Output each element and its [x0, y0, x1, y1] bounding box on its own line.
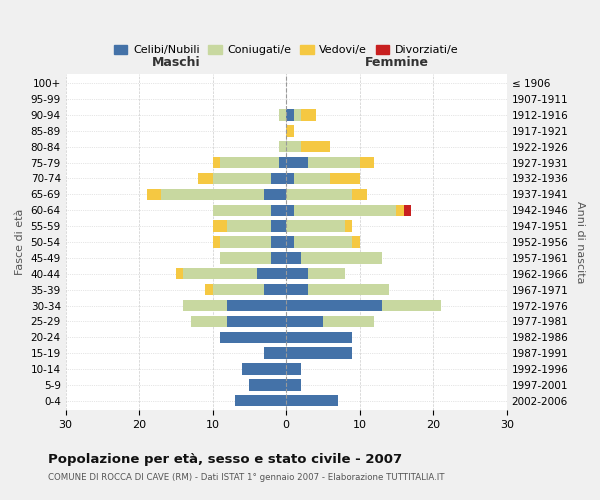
Bar [323, 316, 374, 327]
Bar [198, 173, 212, 184]
Bar [286, 395, 338, 406]
Bar [345, 220, 352, 232]
Bar [286, 316, 323, 327]
Bar [271, 220, 286, 232]
Bar [286, 364, 301, 374]
Bar [286, 379, 301, 390]
Bar [286, 110, 293, 120]
Bar [235, 395, 286, 406]
Bar [271, 204, 286, 216]
Bar [286, 220, 345, 232]
Bar [286, 300, 382, 311]
Bar [146, 188, 161, 200]
Bar [286, 173, 293, 184]
Bar [360, 157, 374, 168]
Bar [286, 125, 293, 136]
Legend: Celibi/Nubili, Coniugati/e, Vedovi/e, Divorziati/e: Celibi/Nubili, Coniugati/e, Vedovi/e, Di… [110, 40, 463, 60]
Y-axis label: Anni di nascita: Anni di nascita [575, 200, 585, 283]
Bar [301, 110, 316, 120]
Bar [308, 157, 360, 168]
Bar [404, 204, 411, 216]
Text: Popolazione per età, sesso e stato civile - 2007: Popolazione per età, sesso e stato civil… [48, 452, 402, 466]
Text: COMUNE DI ROCCA DI CAVE (RM) - Dati ISTAT 1° gennaio 2007 - Elaborazione TUTTITA: COMUNE DI ROCCA DI CAVE (RM) - Dati ISTA… [48, 472, 445, 482]
Bar [257, 268, 286, 280]
Bar [382, 300, 440, 311]
Bar [271, 252, 286, 264]
Bar [191, 316, 227, 327]
Bar [397, 204, 404, 216]
Bar [271, 173, 286, 184]
Bar [264, 188, 286, 200]
Bar [264, 348, 286, 359]
Bar [286, 252, 301, 264]
Bar [308, 268, 345, 280]
Y-axis label: Fasce di età: Fasce di età [15, 209, 25, 275]
Bar [176, 268, 183, 280]
Bar [286, 332, 352, 343]
Bar [227, 300, 286, 311]
Bar [212, 204, 271, 216]
Bar [279, 110, 286, 120]
Bar [286, 157, 308, 168]
Bar [301, 252, 382, 264]
Bar [161, 188, 264, 200]
Bar [286, 348, 352, 359]
Bar [183, 300, 227, 311]
Bar [286, 204, 293, 216]
Bar [212, 173, 271, 184]
Bar [220, 252, 271, 264]
Bar [293, 173, 331, 184]
Bar [212, 157, 220, 168]
Bar [293, 204, 397, 216]
Bar [183, 268, 257, 280]
Bar [220, 236, 271, 248]
Bar [250, 379, 286, 390]
Bar [212, 236, 220, 248]
Bar [264, 284, 286, 296]
Bar [352, 188, 367, 200]
Bar [220, 332, 286, 343]
Bar [286, 236, 293, 248]
Bar [220, 157, 279, 168]
Bar [212, 220, 227, 232]
Bar [352, 236, 360, 248]
Bar [301, 141, 331, 152]
Bar [279, 157, 286, 168]
Bar [242, 364, 286, 374]
Text: Femmine: Femmine [364, 56, 428, 69]
Bar [279, 141, 286, 152]
Bar [286, 268, 308, 280]
Bar [205, 284, 212, 296]
Bar [271, 236, 286, 248]
Bar [331, 173, 360, 184]
Bar [286, 141, 301, 152]
Text: Maschi: Maschi [152, 56, 200, 69]
Bar [286, 284, 308, 296]
Bar [227, 220, 271, 232]
Bar [212, 284, 264, 296]
Bar [308, 284, 389, 296]
Bar [227, 316, 286, 327]
Bar [286, 188, 352, 200]
Bar [293, 236, 352, 248]
Bar [293, 110, 301, 120]
